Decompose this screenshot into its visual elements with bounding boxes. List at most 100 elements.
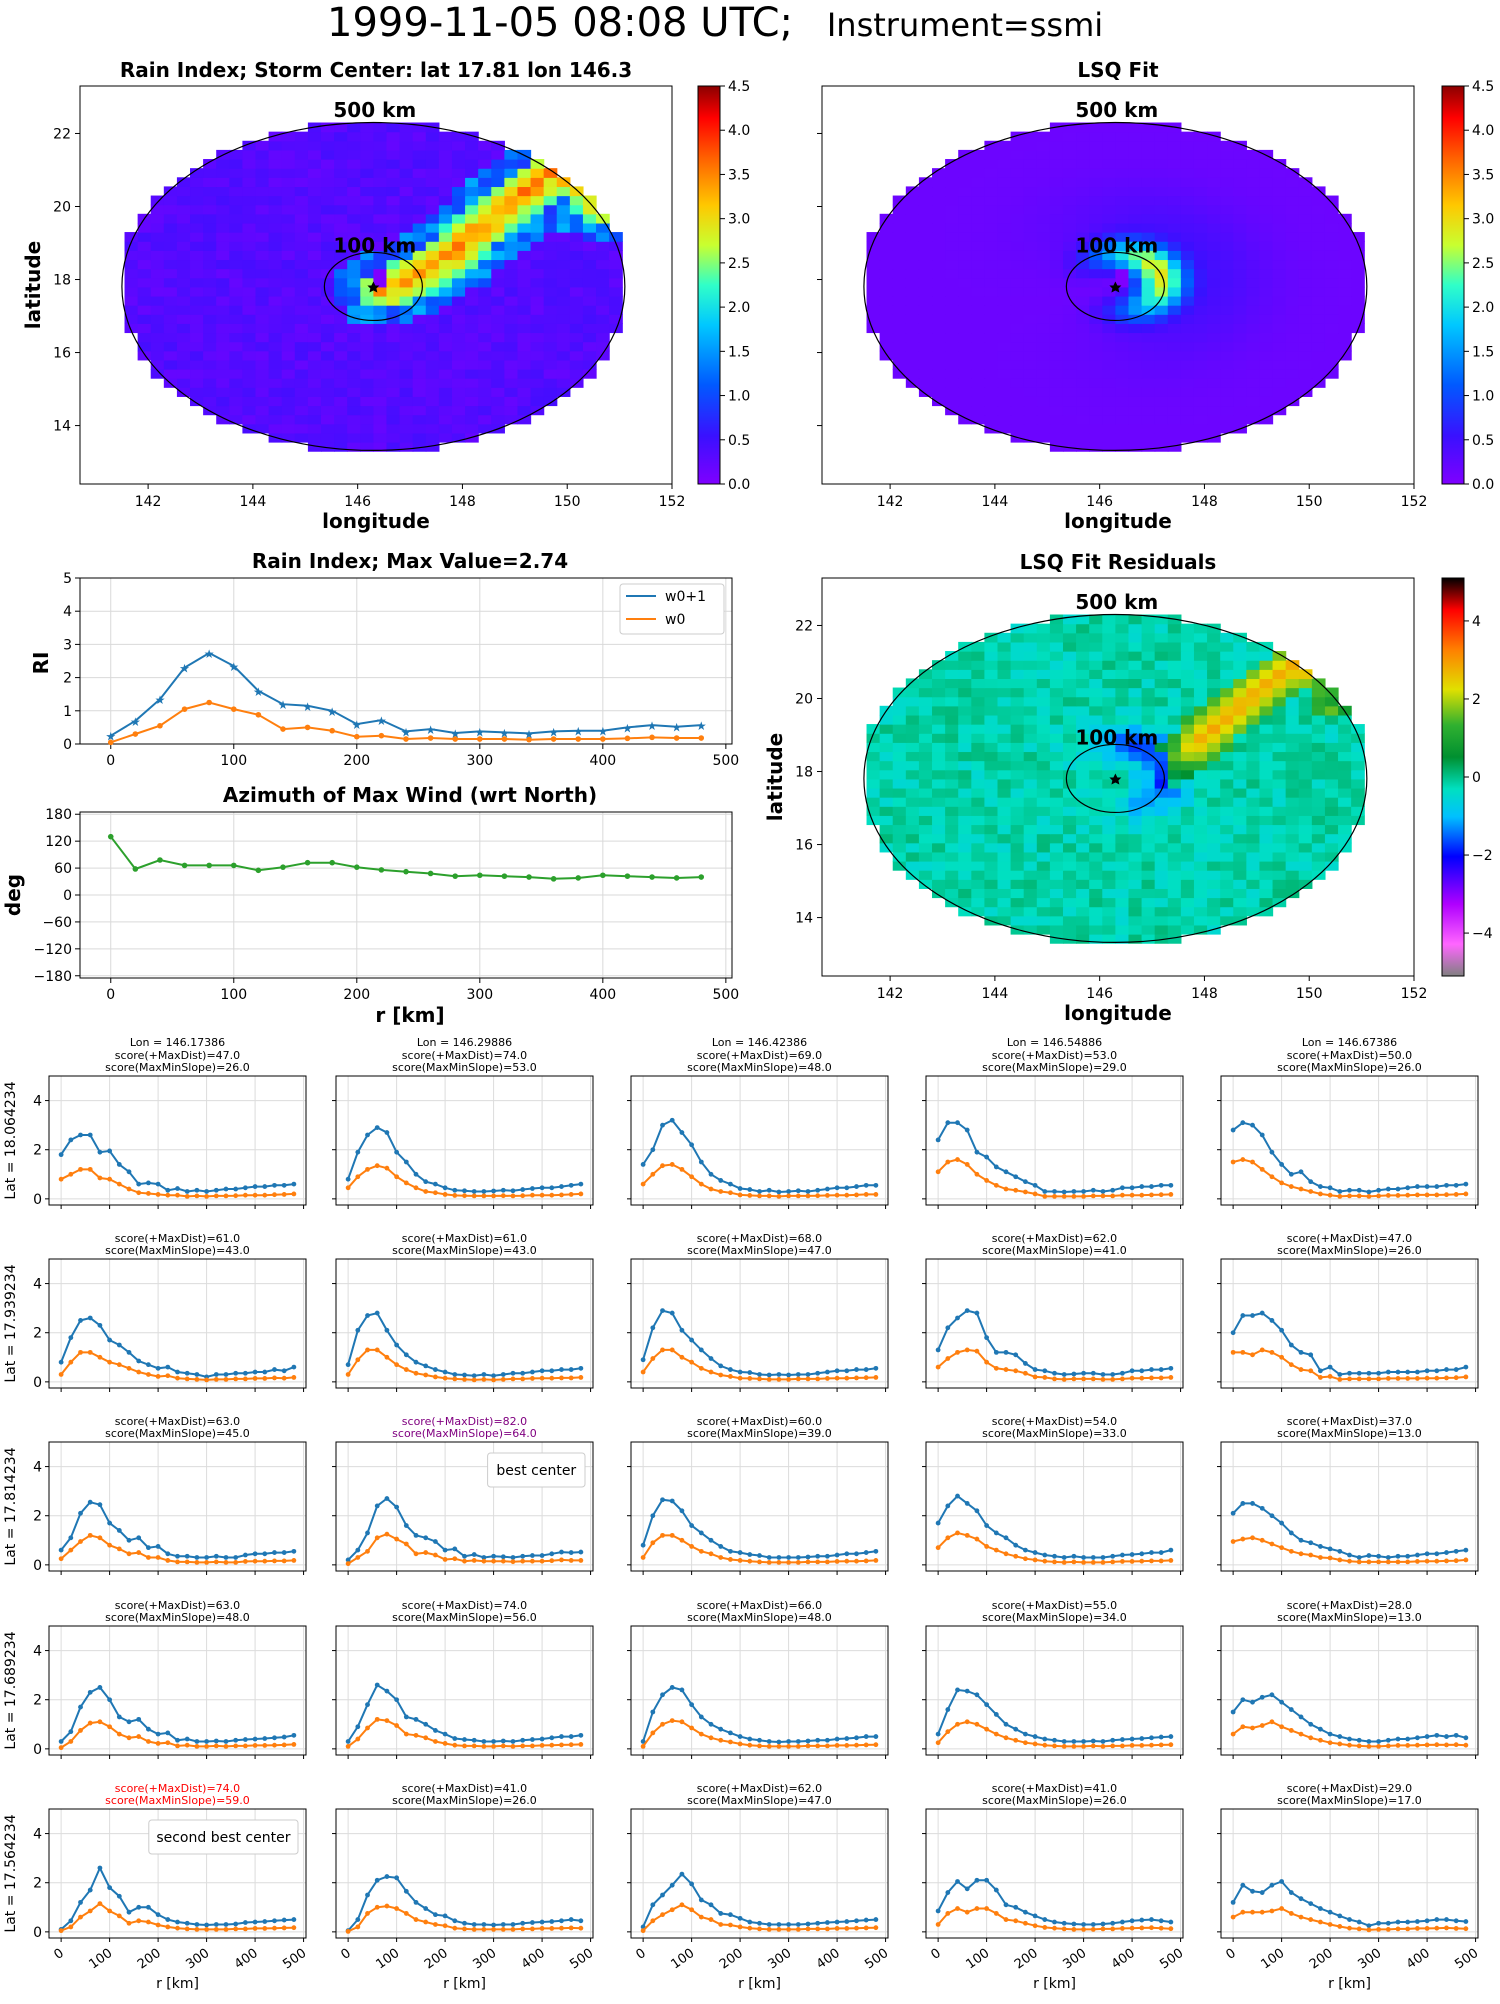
map-cell xyxy=(1115,305,1129,315)
map-cell xyxy=(373,168,387,178)
map-cell xyxy=(334,378,348,388)
map-cell xyxy=(544,241,558,251)
map-cell xyxy=(1024,642,1038,652)
map-cell xyxy=(1089,779,1103,789)
map-cell xyxy=(1194,378,1208,388)
map-cell xyxy=(1168,870,1182,880)
map-cell xyxy=(1089,415,1103,425)
map-cell xyxy=(373,141,387,151)
data-point xyxy=(1299,1169,1304,1174)
map-cell xyxy=(1220,177,1234,187)
map-cell xyxy=(1220,241,1234,251)
map-cell xyxy=(1325,214,1339,224)
map-cell xyxy=(596,351,610,361)
map-cell xyxy=(1024,250,1038,260)
map-cell xyxy=(1063,879,1077,889)
map-cell xyxy=(544,323,558,333)
map-cell xyxy=(308,305,322,315)
x-tick-label: 300 xyxy=(466,987,493,1003)
map-cell xyxy=(1011,424,1025,434)
map-cell xyxy=(1050,642,1064,652)
map-cell xyxy=(517,241,531,251)
map-cell xyxy=(945,186,959,196)
map-cell xyxy=(1050,888,1064,898)
map-cell xyxy=(1246,186,1260,196)
map-cell xyxy=(1128,433,1142,443)
map-cell xyxy=(256,387,270,397)
map-cell xyxy=(919,332,933,342)
map-cell xyxy=(360,177,374,187)
data-point xyxy=(1347,1553,1352,1558)
map-cell xyxy=(893,697,907,707)
map-cell xyxy=(1011,387,1025,397)
map-cell xyxy=(452,387,466,397)
map-cell xyxy=(906,259,920,269)
map-cell xyxy=(478,369,492,379)
data-point xyxy=(224,1377,229,1382)
map-cell xyxy=(242,405,256,415)
map-cell xyxy=(491,269,505,279)
map-cell xyxy=(1115,405,1129,415)
map-cell xyxy=(1246,159,1260,169)
map-cell xyxy=(426,314,440,324)
map-cell xyxy=(1233,405,1247,415)
data-point xyxy=(1062,1190,1067,1195)
map-cell xyxy=(216,186,230,196)
map-cell xyxy=(880,250,894,260)
map-cell xyxy=(1063,132,1077,142)
data-point xyxy=(728,1182,733,1187)
map-cell xyxy=(1233,806,1247,816)
map-cell xyxy=(360,123,374,133)
map-cell xyxy=(971,788,985,798)
map-cell xyxy=(334,186,348,196)
map-cell xyxy=(1076,405,1090,415)
map-cell xyxy=(1168,150,1182,160)
data-point xyxy=(1168,1548,1173,1553)
data-point xyxy=(776,1740,781,1745)
data-point xyxy=(825,1376,830,1381)
map-cell xyxy=(932,733,946,743)
map-cell xyxy=(531,241,545,251)
map-cell xyxy=(1168,697,1182,707)
map-cell xyxy=(1194,688,1208,698)
map-cell xyxy=(1286,806,1300,816)
map-cell xyxy=(1115,396,1129,406)
map-cell xyxy=(1233,396,1247,406)
data-point xyxy=(1444,1367,1449,1372)
data-point xyxy=(291,1375,296,1380)
data-point xyxy=(559,1743,564,1748)
map-cell xyxy=(452,342,466,352)
map-cell xyxy=(1325,250,1339,260)
map-cell xyxy=(1037,916,1051,926)
map-cell xyxy=(1168,806,1182,816)
map-cell xyxy=(308,186,322,196)
map-cell xyxy=(958,861,972,871)
data-point xyxy=(660,1123,665,1128)
data-point xyxy=(491,1739,496,1744)
data-point xyxy=(501,1744,506,1749)
map-cell xyxy=(203,196,217,206)
data-point xyxy=(481,1559,486,1564)
map-cell xyxy=(1233,843,1247,853)
map-cell xyxy=(1194,177,1208,187)
map-cell xyxy=(570,360,584,370)
map-cell xyxy=(932,788,946,798)
map-cell xyxy=(1273,843,1287,853)
map-cell xyxy=(1102,150,1116,160)
map-cell xyxy=(1286,305,1300,315)
map-cell xyxy=(880,323,894,333)
data-point xyxy=(1318,1192,1323,1197)
map-cell xyxy=(1233,168,1247,178)
map-cell xyxy=(269,168,283,178)
map-cell xyxy=(373,177,387,187)
map-cell xyxy=(334,332,348,342)
colorbar-tick-label: 0 xyxy=(1472,770,1481,786)
y-tick-label: 22 xyxy=(795,618,813,634)
map-cell xyxy=(1273,697,1287,707)
map-cell xyxy=(971,396,985,406)
map-cell xyxy=(426,159,440,169)
map-cell xyxy=(893,706,907,716)
data-point xyxy=(1139,1368,1144,1373)
map-cell xyxy=(216,223,230,233)
data-point xyxy=(660,1722,665,1727)
